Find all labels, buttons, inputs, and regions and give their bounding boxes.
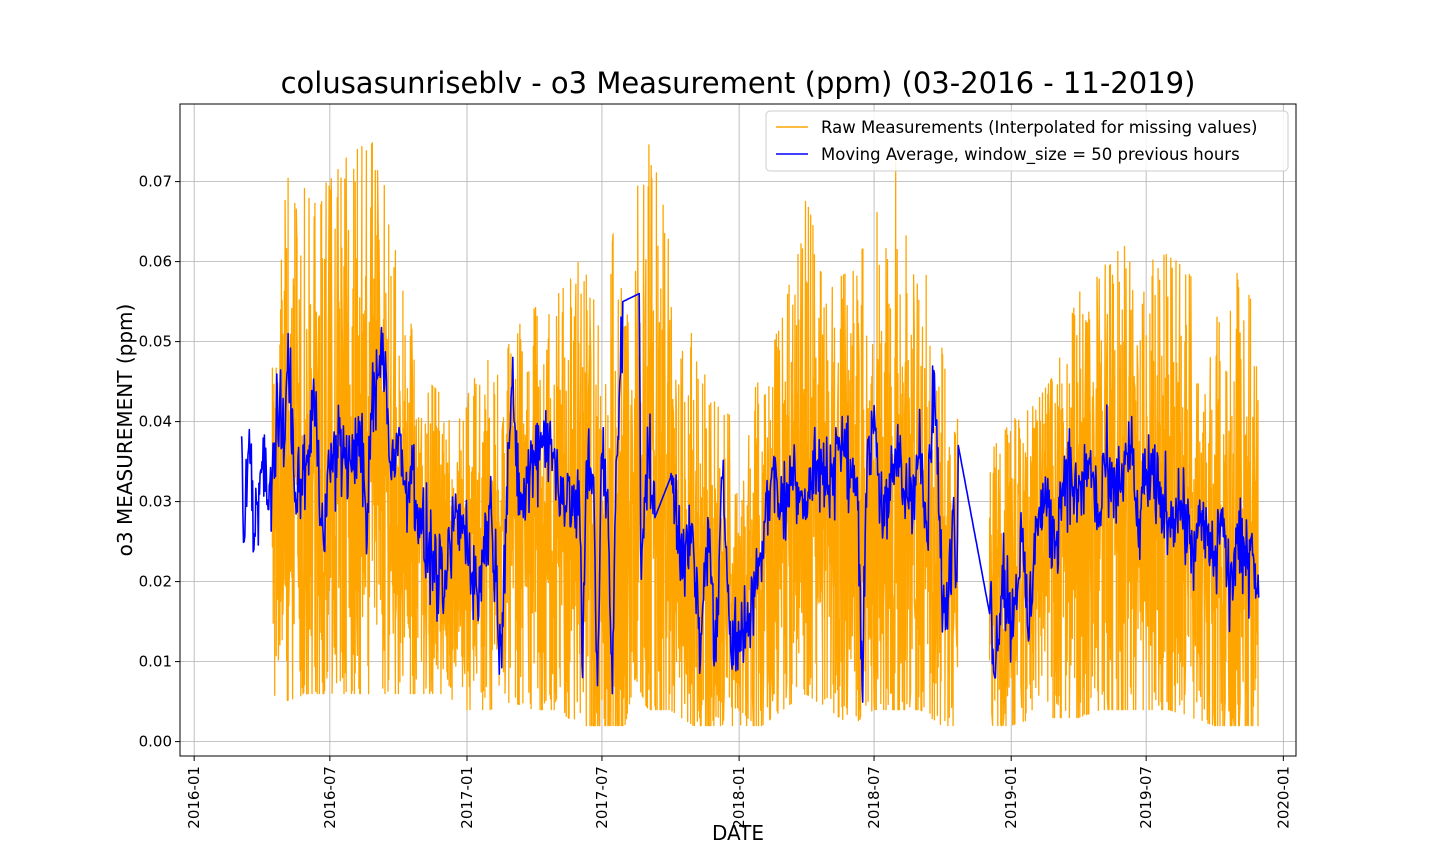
plot-frame [179, 103, 1297, 757]
y-axis-label: o3 MEASUREMENT (ppm) [113, 304, 137, 557]
chart-title: colusasunriseblv - o3 Measurement (ppm) … [281, 66, 1196, 100]
y-tick-label: 0.00 [139, 733, 172, 751]
legend: Raw Measurements (Interpolated for missi… [765, 110, 1289, 172]
y-tick-label: 0.02 [139, 573, 172, 591]
moving-average-line [240, 292, 1260, 703]
y-tick-label: 0.06 [139, 253, 172, 271]
y-tick-label: 0.07 [139, 173, 172, 191]
y-tick-label: 0.03 [139, 493, 172, 511]
moving-average-series [240, 292, 1260, 703]
y-tick-label: 0.04 [139, 413, 172, 431]
x-axis-label: DATE [712, 821, 764, 845]
legend-label-moving-average: Moving Average, window_size = 50 previou… [821, 145, 1240, 165]
x-tick-label: 2018-07 [865, 766, 883, 829]
x-tick-label: 2016-07 [321, 766, 339, 829]
x-tick-label: 2017-01 [458, 766, 476, 829]
y-tick-label: 0.01 [139, 653, 172, 671]
x-tick-label: 2017-07 [593, 766, 611, 829]
raw-series-line [271, 142, 959, 727]
x-axis: 2016-01 2016-07 2017-01 2017-07 2018-01 2018-… [185, 756, 1292, 829]
x-tick-label: 2018-01 [730, 766, 748, 829]
legend-box [765, 110, 1289, 172]
x-tick-label: 2020-01 [1274, 766, 1292, 829]
legend-label-raw: Raw Measurements (Interpolated for missi… [821, 118, 1258, 137]
x-tick-label: 2019-01 [1002, 766, 1020, 829]
x-tick-label: 2016-01 [185, 766, 203, 829]
y-axis: 0.00 0.01 0.02 0.03 0.04 0.05 0.06 0.07 [139, 173, 180, 751]
x-tick-label: 2019-07 [1137, 766, 1155, 829]
y-tick-label: 0.05 [139, 333, 172, 351]
